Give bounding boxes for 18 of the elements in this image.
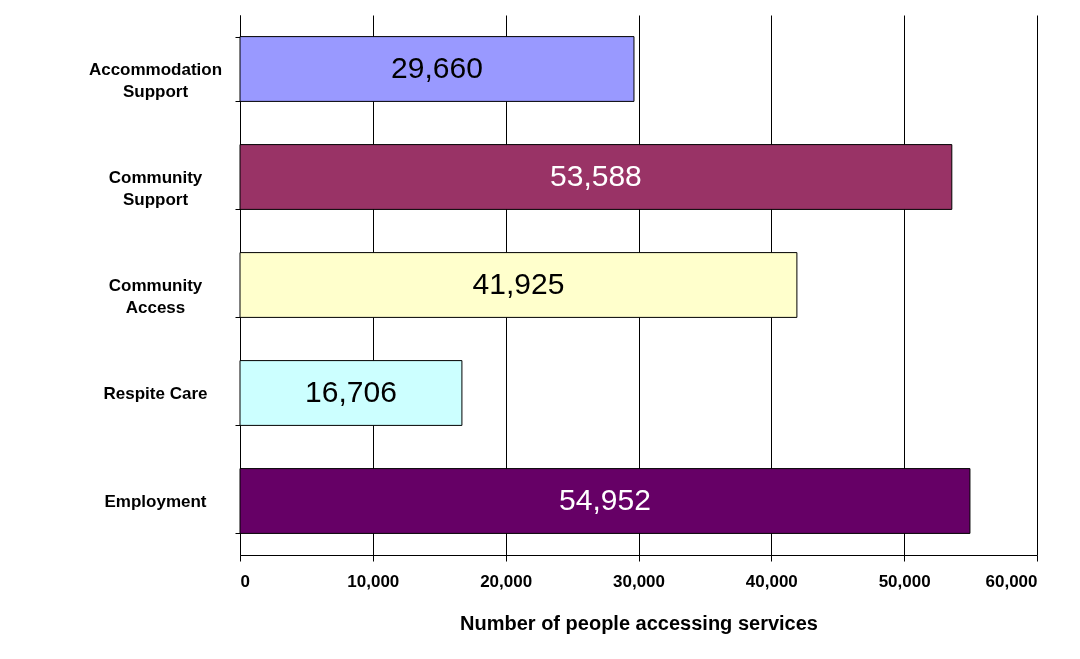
data-label: 53,588 bbox=[550, 159, 642, 192]
y-tick-label: Employment bbox=[104, 491, 207, 511]
x-tick-label: 40,000 bbox=[745, 571, 798, 591]
x-tick-label: 0 bbox=[240, 571, 250, 591]
y-tick-label: Community Support bbox=[108, 167, 203, 209]
data-label: 29,660 bbox=[391, 51, 483, 84]
y-tick-label: Respite Care bbox=[103, 383, 208, 403]
x-tick-label: 50,000 bbox=[878, 571, 931, 591]
data-label: 54,952 bbox=[559, 483, 651, 516]
x-tick-label: 10,000 bbox=[347, 571, 400, 591]
y-tick-label: Community Access bbox=[108, 275, 203, 317]
data-label: 41,925 bbox=[472, 267, 565, 300]
x-tick-label: 60,000 bbox=[985, 571, 1038, 591]
y-tick-label: Accommodation Support bbox=[88, 59, 223, 101]
x-tick-label: 30,000 bbox=[613, 571, 665, 591]
x-axis-title: Number of people accessing services bbox=[460, 611, 818, 634]
data-label: 16,706 bbox=[305, 375, 397, 408]
x-tick-label: 20,000 bbox=[480, 571, 533, 591]
